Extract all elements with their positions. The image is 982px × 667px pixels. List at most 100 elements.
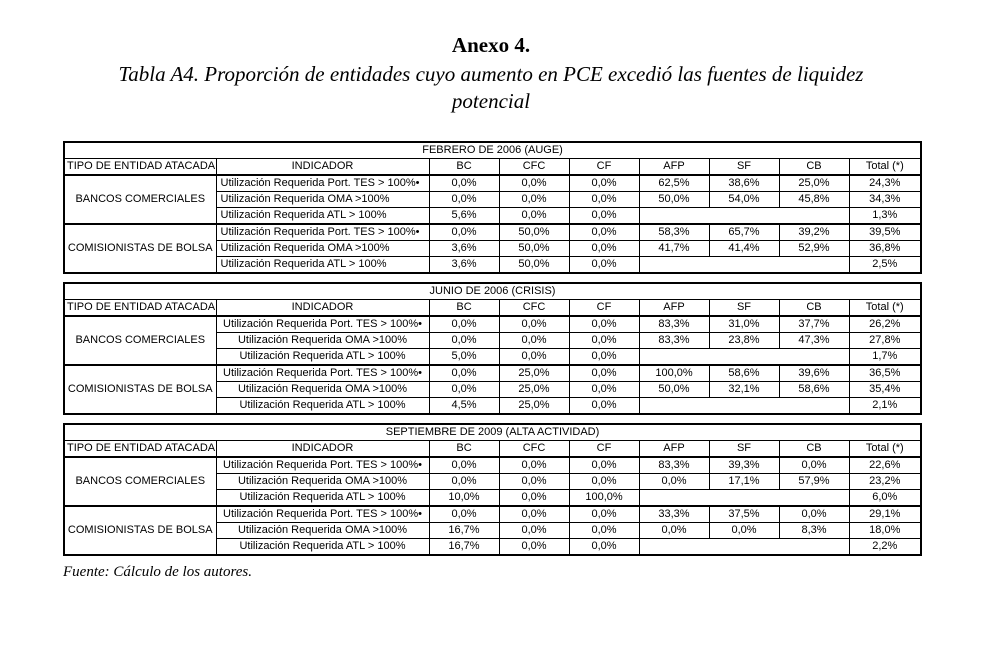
value-cell: 54,0% [708,190,780,208]
value-cell: 0,0% [498,504,570,523]
value-cell: 50,0% [498,222,570,241]
indicator-cell: Utilización Requerida ATL > 100% [215,396,430,415]
column-header: CB [778,439,850,458]
tables-container: FEBRERO DE 2006 (AUGE) TIPO DE ENTIDAD AT… [63,140,923,556]
entity-cell: BANCOS COMERCIALES [63,455,217,507]
value-cell: 0,0% [568,190,640,208]
value-cell: 0,0% [428,222,500,241]
value-cell: 0,0% [568,173,640,192]
column-header: SF [708,157,780,176]
column-header: BC [428,439,500,458]
blank-cell [638,488,850,507]
value-cell: 5,6% [428,206,500,225]
column-header: AFP [638,298,710,317]
value-cell: 52,9% [778,239,850,257]
value-cell: 0,0% [498,190,570,208]
value-cell: 33,3% [638,504,710,523]
value-cell: 3,6% [428,239,500,257]
value-cell: 0,0% [778,504,850,523]
value-cell: 41,7% [638,239,710,257]
value-cell: 32,1% [708,380,780,398]
value-cell: 0,0% [428,331,500,349]
value-cell: 0,0% [638,521,710,539]
value-cell: 37,7% [778,314,850,333]
value-cell: 0,0% [568,380,640,398]
column-header: Total (*) [848,439,922,458]
value-cell: 0,0% [708,521,780,539]
value-cell: 0,0% [428,173,500,192]
value-cell: 0,0% [568,347,640,366]
indicator-cell: Utilización Requerida ATL > 100% [215,488,430,507]
value-cell: 0,0% [568,521,640,539]
value-cell: 0,0% [498,206,570,225]
indicator-cell: Utilización Requerida ATL > 100% [215,255,430,274]
period-table: JUNIO DE 2006 (CRISIS) TIPO DE ENTIDAD AT… [63,281,923,415]
indicator-cell: Utilización Requerida ATL > 100% [215,537,430,556]
value-cell: 0,0% [568,331,640,349]
column-header: SF [708,298,780,317]
indicator-cell: Utilización Requerida OMA >100% [215,190,430,208]
column-header: CF [568,298,640,317]
entity-cell: BANCOS COMERCIALES [63,173,217,225]
column-header: CB [778,157,850,176]
blank-cell [638,396,850,415]
entity-cell: BANCOS COMERCIALES [63,314,217,366]
value-cell: 0,0% [498,455,570,474]
blank-cell [638,347,850,366]
total-cell: 2,2% [848,537,922,556]
value-cell: 0,0% [498,347,570,366]
total-cell: 35,4% [848,380,922,398]
column-header: SF [708,439,780,458]
value-cell: 83,3% [638,455,710,474]
value-cell: 10,0% [428,488,500,507]
value-cell: 47,3% [778,331,850,349]
value-cell: 100,0% [568,488,640,507]
column-header: CFC [498,157,570,176]
value-cell: 0,0% [498,521,570,539]
total-cell: 1,3% [848,206,922,225]
value-cell: 50,0% [638,380,710,398]
total-cell: 36,8% [848,239,922,257]
period-table: FEBRERO DE 2006 (AUGE) TIPO DE ENTIDAD AT… [63,140,923,274]
value-cell: 0,0% [498,314,570,333]
value-cell: 65,7% [708,222,780,241]
total-cell: 27,8% [848,331,922,349]
value-cell: 0,0% [568,206,640,225]
value-cell: 25,0% [498,363,570,382]
value-cell: 58,6% [708,363,780,382]
value-cell: 17,1% [708,472,780,490]
value-cell: 4,5% [428,396,500,415]
entity-cell: COMISIONISTAS DE BOLSA [63,222,217,274]
indicator-cell: Utilización Requerida Port. TES > 100%• [215,504,430,523]
indicator-cell: Utilización Requerida OMA >100% [215,380,430,398]
value-cell: 62,5% [638,173,710,192]
indicator-cell: Utilización Requerida OMA >100% [215,472,430,490]
value-cell: 0,0% [428,190,500,208]
value-cell: 39,2% [778,222,850,241]
value-cell: 25,0% [498,396,570,415]
value-cell: 16,7% [428,537,500,556]
value-cell: 37,5% [708,504,780,523]
value-cell: 0,0% [568,537,640,556]
total-cell: 23,2% [848,472,922,490]
source-note: Fuente: Cálculo de los autores. [63,563,252,580]
value-cell: 0,0% [498,472,570,490]
value-cell: 0,0% [568,472,640,490]
column-header: CB [778,298,850,317]
period-title: SEPTIEMBRE DE 2009 (ALTA ACTIVIDAD) [63,423,922,441]
value-cell: 23,8% [708,331,780,349]
column-header: TIPO DE ENTIDAD ATACADA [63,439,217,458]
value-cell: 0,0% [568,363,640,382]
entity-cell: COMISIONISTAS DE BOLSA [63,363,217,415]
column-header: TIPO DE ENTIDAD ATACADA [63,298,217,317]
value-cell: 58,6% [778,380,850,398]
value-cell: 39,3% [708,455,780,474]
value-cell: 3,6% [428,255,500,274]
value-cell: 5,0% [428,347,500,366]
value-cell: 16,7% [428,521,500,539]
total-cell: 2,1% [848,396,922,415]
column-header: BC [428,157,500,176]
column-header: CFC [498,439,570,458]
column-header: Total (*) [848,157,922,176]
value-cell: 41,4% [708,239,780,257]
